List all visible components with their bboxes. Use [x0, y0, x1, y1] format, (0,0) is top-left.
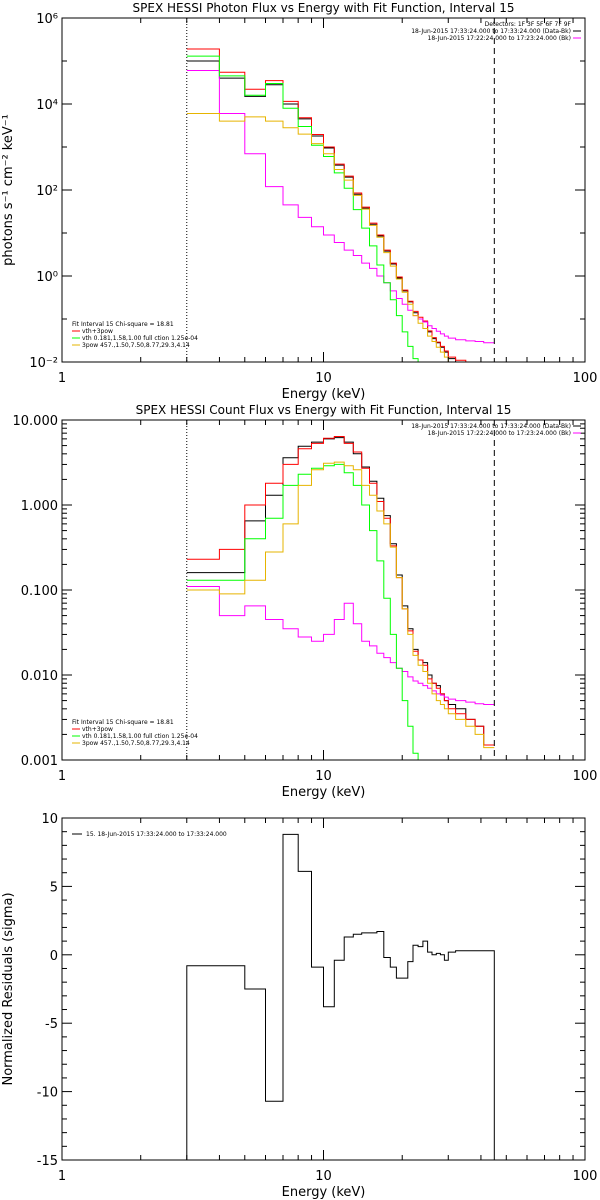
x-tick-label: 10 — [315, 769, 332, 784]
plot-frame — [61, 419, 586, 761]
y-tick-label: -5 — [45, 1017, 58, 1032]
x-tick-label: 100 — [573, 371, 598, 386]
y-tick-label: 10⁶ — [36, 12, 58, 27]
y-axis-label: photons s⁻¹ cm⁻² keV⁻¹ — [1, 114, 16, 266]
legend-entry: 18-Jun-2015 17:22:24.000 to 17:23:24.000… — [428, 35, 571, 42]
x-axis-label: Energy (keV) — [282, 387, 366, 402]
chart-title: SPEX HESSI Count Flux vs Energy with Fit… — [136, 403, 512, 417]
x-tick-label: 1 — [58, 769, 66, 784]
y-axis-label: Normalized Residuals (sigma) — [1, 892, 16, 1085]
series-line-2 — [186, 48, 467, 362]
fit-legend-entry: 3pow 457.,1.50,7.50,8.77,29.3,4.14 — [82, 342, 190, 349]
y-tick-label: 1.000 — [21, 499, 58, 514]
series-group — [186, 48, 495, 362]
y-tick-label: 10⁴ — [36, 98, 58, 113]
y-tick-label: 10² — [36, 184, 58, 199]
x-axis-label: Energy (keV) — [282, 1185, 366, 1200]
fit-legend-entry: Fit Interval 15 Chi-square = 18.81 — [72, 719, 174, 726]
series-line-3 — [186, 70, 495, 344]
fit-legend-entry: vth+3pow — [82, 726, 113, 733]
plot-frame — [61, 17, 586, 363]
y-tick-label: 10.000 — [13, 414, 59, 429]
x-tick-label: 100 — [573, 769, 598, 784]
series-line-1 — [186, 833, 495, 1160]
series-line-5 — [186, 113, 457, 362]
x-tick-label: 1 — [58, 371, 66, 386]
y-tick-label: 5 — [50, 880, 58, 895]
y-tick-label: 0 — [50, 949, 58, 964]
series-line-1 — [186, 60, 467, 362]
y-tick-label: 10⁰ — [36, 270, 58, 285]
series-group — [186, 436, 495, 760]
fit-legend-entry: vth+3pow — [82, 328, 113, 335]
y-tick-label: -10 — [37, 1086, 58, 1101]
fit-legend-entry: vth 0.181,1.58,1.00 full ction 1.25e-04 — [82, 733, 198, 740]
legend-entry: 18-Jun-2015 17:33:24.000 to 17:33:24.000… — [411, 423, 571, 430]
chart-1: 1 10 100 10⁻² 10⁰ 10² 10⁴ 10⁶ SPEX HESSI Photon … — [1, 1, 598, 402]
y-tick-label: 10 — [41, 812, 58, 827]
series-group — [186, 833, 495, 1160]
x-tick-label: 10 — [315, 371, 332, 386]
x-tick-label: 1 — [58, 1169, 66, 1184]
chart-2: 1 10 100 0.001 0.010 0.100 1.000 10.000 SPEX HES… — [13, 403, 598, 800]
legend-entry: Detectors: 1F 3F 5F 6F 7F 9F — [485, 21, 572, 28]
series-line-5 — [186, 461, 495, 749]
fit-legend-entry: Fit Interval 15 Chi-square = 18.81 — [72, 321, 174, 328]
y-tick-label: 10⁻² — [29, 356, 58, 371]
legend-entry: 18-Jun-2015 17:22:24.000 to 17:23:24.000… — [428, 430, 571, 437]
x-tick-label: 100 — [573, 1169, 598, 1184]
y-tick-label: 0.100 — [21, 584, 58, 599]
legend-entry: 18-Jun-2015 17:33:24.000 to 17:33:24.000… — [411, 28, 571, 35]
series-line-3 — [186, 586, 495, 705]
y-tick-label: 0.010 — [21, 669, 58, 684]
y-tick-label: -15 — [37, 1154, 58, 1169]
chart-title: SPEX HESSI Photon Flux vs Energy with Fi… — [133, 1, 515, 15]
fit-legend-entry: vth 0.181,1.58,1.00 full ction 1.25e-04 — [82, 335, 198, 342]
legend-entry: 15. 18-Jun-2015 17:33:24.000 to 17:33:24… — [86, 831, 227, 838]
series-line-4 — [186, 55, 419, 362]
x-tick-label: 10 — [315, 1169, 332, 1184]
x-axis-label: Energy (keV) — [282, 785, 366, 800]
fit-legend-entry: 3pow 457.,1.50,7.50,8.77,29.3,4.14 — [82, 740, 190, 747]
y-tick-label: 0.001 — [21, 754, 58, 769]
